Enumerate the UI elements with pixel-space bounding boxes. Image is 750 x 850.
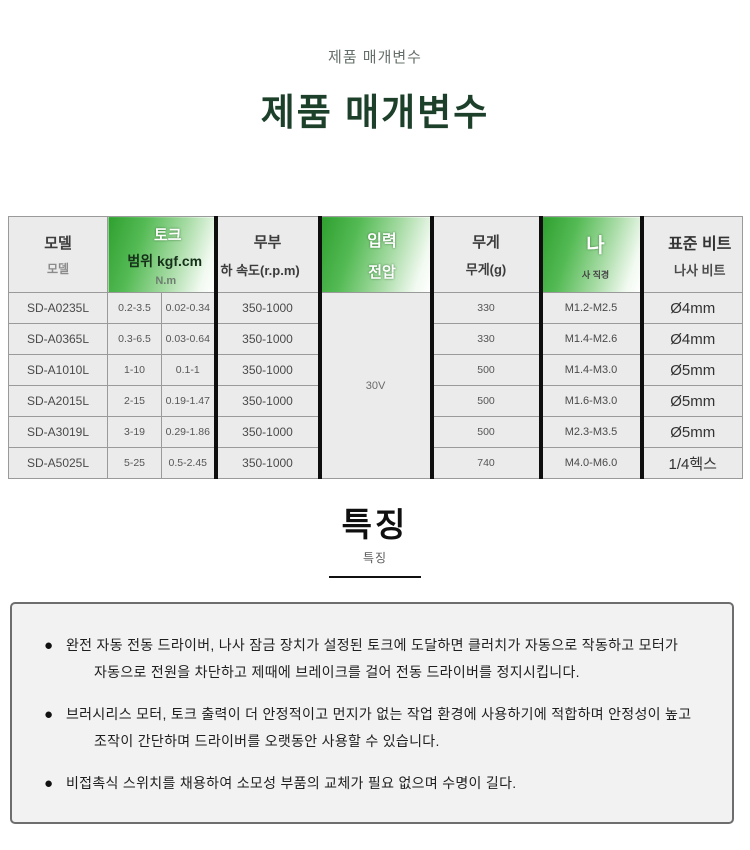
features-subtitle: 특징 [362,551,388,565]
cell-standard-bit: Ø4mm [641,323,743,355]
feature-item: ● 완전 자동 전동 드라이버, 나사 잠금 장치가 설정된 토크에 도달하면 … [44,632,698,685]
cell-model: SD-A1010L [8,354,108,386]
table-header-row: 모델 모델 토크 범위 kgf.cm N.m 무부 하 속도(r.p.m) 입력… [8,216,743,293]
cell-weight: 500 [431,416,541,448]
cell-screw-diameter: M1.4-M2.6 [538,323,644,355]
cell-standard-bit: Ø5mm [641,416,743,448]
cell-standard-bit: 1/4헥스 [641,447,743,479]
col-header-model-label: 모델 [44,235,72,252]
spec-table: 모델 모델 토크 범위 kgf.cm N.m 무부 하 속도(r.p.m) 입력… [8,216,743,479]
col-header-speed: 무부 하 속도(r.p.m) [213,216,322,293]
col-header-voltage-sublabel: 전압 [368,264,396,281]
col-header-weight-sublabel: 무게(g) [465,262,507,277]
cell-torque-nm: 0.1-1 [161,354,216,386]
col-header-weight-label: 무게 [472,234,500,251]
cell-speed: 350-1000 [213,416,322,448]
feature-line: 브러시리스 모터, 토크 출력이 더 안정적이고 먼지가 없는 작업 환경에 사… [66,706,692,723]
cell-speed: 350-1000 [213,385,322,417]
cell-torque-kgf: 2-15 [107,385,162,417]
cell-torque-nm: 0.19-1.47 [161,385,216,417]
bullet-icon: ● [44,706,54,724]
cell-torque-nm: 0.5-2.45 [161,447,216,479]
cell-model: SD-A3019L [8,416,108,448]
cell-voltage: 30V [317,292,434,479]
cell-speed: 350-1000 [213,354,322,386]
feature-item: ● 브러시리스 모터, 토크 출력이 더 안정적이고 먼지가 없는 작업 환경에… [44,701,698,754]
col-header-weight: 무게 무게(g) [431,216,541,293]
col-header-bit-label: 표준 비트 [668,236,732,253]
feature-text: 완전 자동 전동 드라이버, 나사 잠금 장치가 설정된 토크에 도달하면 클러… [66,632,698,685]
col-header-speed-label: 무부 [253,233,282,251]
cell-torque-kgf: 1-10 [107,354,162,386]
cell-speed: 350-1000 [213,447,322,479]
col-header-screw-sublabel: 사 직경 [581,269,610,280]
col-header-torque-unit-nm: N.m [155,275,177,287]
cell-screw-diameter: M1.6-M3.0 [538,385,644,417]
feature-line: 완전 자동 전동 드라이버, 나사 잠금 장치가 설정된 토크에 도달하면 클러… [66,637,679,653]
col-header-voltage-label: 입력 [367,233,397,250]
cell-model: SD-A0365L [8,323,108,355]
cell-screw-diameter: M4.0-M6.0 [538,447,644,479]
cell-weight: 740 [431,447,541,479]
cell-weight: 500 [431,385,541,417]
cell-screw-diameter: M2.3-M3.5 [538,416,644,448]
cell-standard-bit: Ø4mm [641,292,743,324]
feature-line: 조작이 간단하며 드라이버를 오랫동안 사용할 수 있습니다. [94,732,440,749]
cell-model: SD-A5025L [8,447,108,479]
features-box: ● 완전 자동 전동 드라이버, 나사 잠금 장치가 설정된 토크에 도달하면 … [10,602,734,824]
feature-line: 비접촉식 스위치를 채용하여 소모성 부품의 교체가 필요 없으며 수명이 길다… [66,775,517,792]
cell-torque-nm: 0.02-0.34 [161,292,216,324]
cell-torque-kgf: 0.3-6.5 [107,323,162,355]
table-row: SD-A0365L 0.3-6.5 0.03-0.64 350-1000 330… [8,323,743,355]
table-row: SD-A5025L 5-25 0.5-2.45 350-1000 740 M4.… [8,447,743,479]
cell-weight: 330 [431,323,541,355]
cell-screw-diameter: M1.4-M3.0 [538,354,644,386]
table-row: SD-A1010L 1-10 0.1-1 350-1000 500 M1.4-M… [8,354,743,386]
table-row: SD-A3019L 3-19 0.29-1.86 350-1000 500 M2… [8,416,743,448]
table-row: SD-A2015L 2-15 0.19-1.47 350-1000 500 M1… [8,385,743,417]
cell-screw-diameter: M1.2-M2.5 [538,292,644,324]
table-row: SD-A0235L 0.2-3.5 0.02-0.34 350-1000 30V… [8,292,743,479]
feature-text: 브러시리스 모터, 토크 출력이 더 안정적이고 먼지가 없는 작업 환경에 사… [66,701,698,754]
col-header-model-sublabel: 모델 [46,262,70,276]
cell-standard-bit: Ø5mm [641,385,743,417]
cell-standard-bit: Ø5mm [641,354,743,386]
features-title: 특징 [341,506,409,543]
cell-torque-kgf: 5-25 [107,447,162,479]
col-header-standard-bit: 표준 비트 나사 비트 [641,216,743,293]
feature-line: 자동으로 전원을 차단하고 제때에 브레이크를 걸어 전동 드라이버를 정지시킵… [94,663,580,680]
features-divider [329,576,421,578]
cell-speed: 350-1000 [213,323,322,355]
col-header-torque-label: 토크 [153,227,182,244]
cell-weight: 330 [431,292,541,324]
col-header-bit-sublabel: 나사 비트 [674,263,726,278]
col-header-torque: 토크 범위 kgf.cm N.m [107,216,216,293]
col-header-speed-sublabel: 하 속도(r.p.m) [220,262,300,278]
cell-speed: 350-1000 [213,292,322,324]
cell-weight: 500 [431,354,541,386]
cell-torque-kgf: 3-19 [107,416,162,448]
bullet-icon: ● [44,775,54,793]
page-title: 제품 매개변수 [260,92,490,133]
col-header-voltage: 입력 전압 [317,216,434,293]
col-header-screw-label: 나 [586,234,605,257]
col-header-model: 모델 모델 [8,216,108,293]
col-header-torque-unit-kgf: 범위 kgf.cm [127,253,203,269]
cell-torque-nm: 0.29-1.86 [161,416,216,448]
feature-text: 비접촉식 스위치를 채용하여 소모성 부품의 교체가 필요 없으며 수명이 길다… [66,770,698,799]
col-header-screw-diameter: 나 사 직경 [538,216,644,293]
cell-torque-kgf: 0.2-3.5 [107,292,162,324]
cell-model: SD-A0235L [8,292,108,324]
cell-model: SD-A2015L [8,385,108,417]
cell-torque-nm: 0.03-0.64 [161,323,216,355]
page-subtitle: 제품 매개변수 [328,49,422,66]
feature-item: ● 비접촉식 스위치를 채용하여 소모성 부품의 교체가 필요 없으며 수명이 … [44,770,698,799]
bullet-icon: ● [44,637,54,654]
